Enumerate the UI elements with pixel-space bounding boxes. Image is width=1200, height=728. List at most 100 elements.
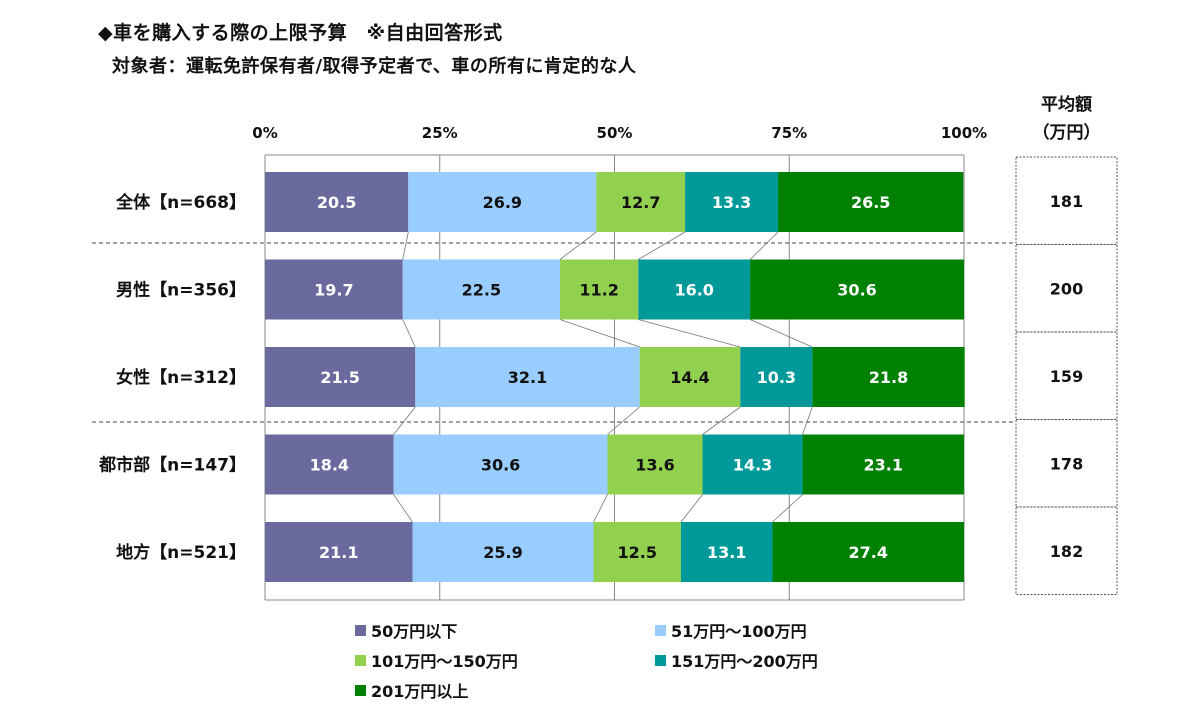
x-tick-label: 0%: [252, 124, 277, 142]
series-connector: [680, 494, 703, 523]
data-label: 13.1: [707, 543, 746, 562]
series-connector: [393, 494, 413, 523]
x-tick-label: 75%: [771, 124, 807, 142]
average-value: 181: [1050, 192, 1083, 211]
series-connector: [559, 231, 597, 260]
data-label: 11.2: [579, 281, 618, 300]
bar-segment: [393, 434, 608, 495]
legend-swatch: [355, 624, 366, 636]
bar-segment: [750, 259, 964, 320]
bar-segment: [772, 522, 964, 582]
data-label: 20.5: [317, 193, 356, 212]
data-label: 27.4: [848, 543, 887, 562]
bar-segment: [593, 522, 681, 582]
bar-segment: [265, 172, 409, 232]
data-label: 21.1: [319, 543, 358, 562]
series-connector: [638, 231, 686, 260]
series-connector: [749, 231, 779, 260]
data-label: 19.7: [314, 281, 353, 300]
series-connector: [702, 406, 741, 435]
legend-label: 151万円～200万円: [671, 652, 818, 671]
legend-item: 201万円以上: [355, 678, 468, 702]
bar-segment: [702, 434, 803, 495]
category-label: 全体【n=668】: [115, 192, 246, 213]
average-header: 平均額: [1041, 94, 1092, 115]
data-label: 23.1: [864, 456, 903, 475]
x-tick-label: 25%: [422, 124, 458, 142]
series-connector: [402, 231, 409, 260]
bar-segment: [596, 172, 686, 232]
data-label: 12.5: [617, 543, 656, 562]
bar-segment: [265, 434, 394, 495]
bar-segment: [408, 172, 597, 232]
data-label: 21.8: [869, 368, 908, 387]
data-label: 25.9: [483, 543, 522, 562]
legend-label: 50万円以下: [371, 622, 458, 641]
series-connector: [802, 406, 813, 435]
category-label: 地方【n=521】: [116, 542, 246, 563]
legend-item: 151万円～200万円: [655, 648, 818, 672]
data-label: 22.5: [462, 281, 501, 300]
chart-title: ◆車を購入する際の上限予算 ※自由回答形式: [98, 22, 503, 44]
series-connector: [749, 319, 813, 348]
bar-segment: [812, 347, 965, 407]
legend-swatch: [355, 684, 366, 696]
data-label: 14.4: [670, 368, 709, 387]
bar-segment: [559, 259, 639, 320]
series-connector: [607, 406, 640, 435]
chart-subtitle: 対象者：運転免許保有者/取得予定者で、車の所有に肯定的な人: [112, 56, 637, 77]
bar-segment: [412, 522, 594, 582]
legend-swatch: [355, 654, 366, 666]
legend-item: 51万円～100万円: [655, 618, 807, 642]
average-cell: [1015, 506, 1118, 595]
bar-segment: [402, 259, 560, 320]
category-label: 男性【n=356】: [116, 280, 246, 301]
data-label: 18.4: [310, 456, 349, 475]
bar-segment: [680, 522, 773, 582]
data-label: 30.6: [481, 456, 520, 475]
series-connector: [593, 494, 608, 523]
legend-label: 201万円以上: [371, 682, 469, 701]
data-label: 16.0: [674, 281, 713, 300]
series-connector: [393, 406, 416, 435]
series-connector: [772, 494, 803, 523]
bar-segment: [802, 434, 964, 495]
legend-label: 101万円～150万円: [371, 652, 518, 671]
data-label: 13.3: [712, 193, 751, 212]
category-label: 都市部【n=147】: [98, 455, 246, 476]
data-label: 30.6: [837, 281, 876, 300]
legend-swatch: [655, 654, 666, 666]
bar-segment: [639, 347, 741, 407]
bar-segment: [607, 434, 703, 495]
x-tick-label: 50%: [597, 124, 633, 142]
legend-swatch: [655, 624, 666, 636]
series-connector: [559, 319, 640, 348]
data-label: 32.1: [508, 368, 547, 387]
bar-segment: [265, 259, 403, 320]
data-label: 14.3: [733, 456, 772, 475]
average-value: 178: [1050, 454, 1083, 473]
series-connector: [638, 319, 741, 348]
bar-segment: [265, 522, 413, 582]
average-value: 200: [1050, 279, 1083, 298]
data-label: 10.3: [757, 368, 796, 387]
legend-label: 51万円～100万円: [671, 622, 807, 641]
bar-segment: [778, 172, 964, 232]
series-connector: [402, 319, 416, 348]
bar-segment: [740, 347, 813, 407]
data-label: 21.5: [320, 368, 359, 387]
average-value: 182: [1050, 542, 1083, 561]
data-label: 26.9: [483, 193, 522, 212]
bar-segment: [415, 347, 640, 407]
bar-segment: [638, 259, 751, 320]
average-value: 159: [1050, 367, 1083, 386]
category-label: 女性【n=312】: [116, 367, 246, 388]
legend-item: 50万円以下: [355, 618, 457, 642]
bar-segment: [685, 172, 779, 232]
data-label: 26.5: [851, 193, 890, 212]
x-tick-label: 100%: [941, 124, 987, 142]
average-unit-header: （万円）: [1033, 122, 1101, 143]
data-label: 13.6: [635, 456, 674, 475]
legend-item: 101万円～150万円: [355, 648, 518, 672]
